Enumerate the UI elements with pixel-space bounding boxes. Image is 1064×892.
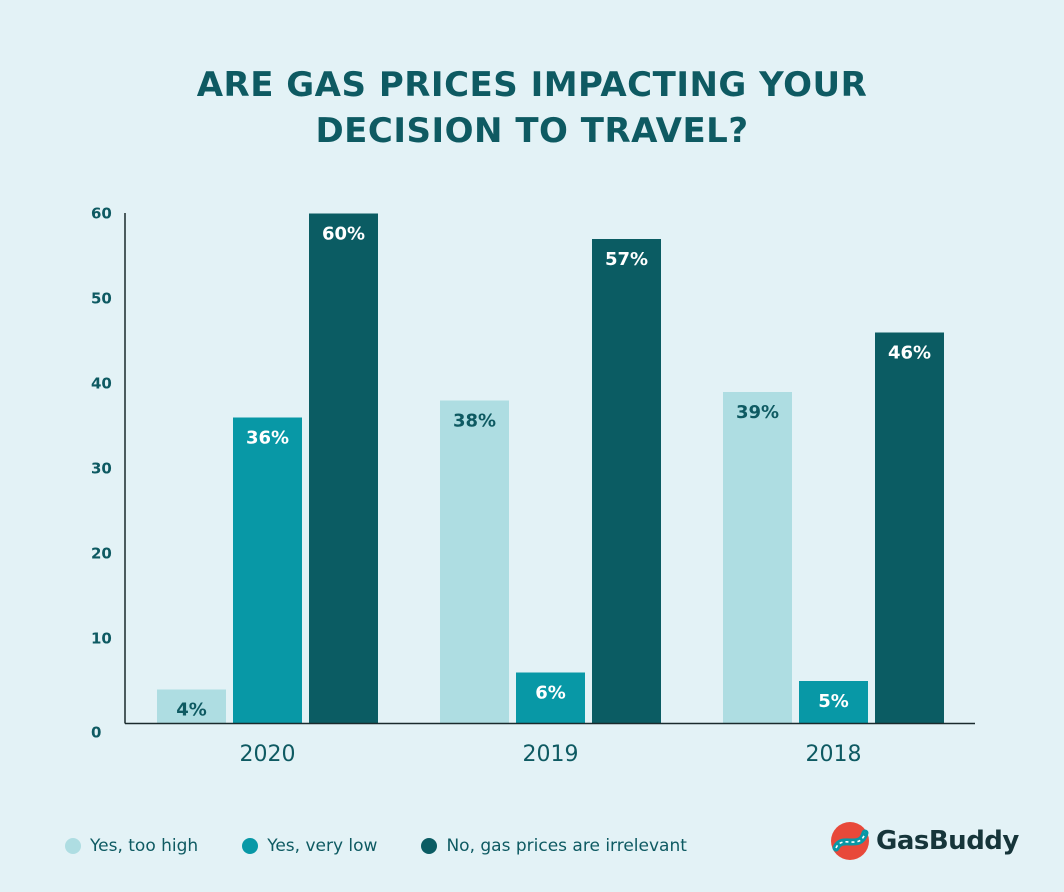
gasbuddy-logo: GasBuddy bbox=[830, 820, 1019, 862]
gasbuddy-road-icon bbox=[831, 822, 869, 860]
axes-group: 2020 2019 2018 0 10 20 30 40 50 60 bbox=[91, 205, 975, 767]
y-tick-label-40: 40 bbox=[91, 375, 112, 393]
x-tick-label-2019: 2019 bbox=[523, 742, 579, 767]
bar-2020-series-3 bbox=[309, 213, 378, 724]
bars-group: 4% 36% 60% 38% 6% 57% 39% 5% 46% bbox=[157, 213, 944, 724]
x-tick-label-2018: 2018 bbox=[806, 742, 862, 767]
data-label-2019-series-3: 57% bbox=[605, 249, 648, 270]
y-tick-label-10: 10 bbox=[91, 630, 112, 648]
legend-label-yes-very-low: Yes, very low bbox=[267, 836, 378, 856]
legend-swatch-yes-too-high bbox=[65, 838, 81, 854]
chart-title: ARE GAS PRICES IMPACTING YOUR DECISION T… bbox=[0, 62, 1064, 154]
legend-swatch-irrelevant bbox=[421, 838, 438, 854]
legend-label-yes-too-high: Yes, too high bbox=[90, 836, 199, 856]
legend-swatch-yes-very-low bbox=[242, 838, 259, 854]
data-label-2020-series-3: 60% bbox=[322, 224, 365, 245]
data-label-2019-series-2: 6% bbox=[535, 683, 566, 704]
data-label-2018-series-1: 39% bbox=[736, 402, 779, 423]
legend-label-irrelevant: No, gas prices are irrelevant bbox=[446, 836, 687, 856]
bar-2019-series-2 bbox=[516, 672, 585, 724]
legend-item-yes-too-high: Yes, too high bbox=[65, 836, 198, 856]
y-tick-label-0: 0 bbox=[91, 724, 101, 742]
bar-2018-series-2 bbox=[799, 681, 868, 724]
y-tick-label-60: 60 bbox=[91, 205, 112, 223]
chart-title-line-2: DECISION TO TRAVEL? bbox=[315, 111, 749, 151]
data-label-2018-series-3: 46% bbox=[888, 343, 931, 364]
bar-2020-series-2 bbox=[233, 417, 302, 724]
x-tick-label-2020: 2020 bbox=[240, 742, 296, 767]
legend: Yes, too high Yes, very low No, gas pric… bbox=[65, 834, 731, 858]
bar-2018-series-1 bbox=[723, 392, 792, 724]
bar-2019-series-1 bbox=[440, 400, 509, 724]
y-tick-label-30: 30 bbox=[91, 460, 112, 478]
brand-name: GasBuddy bbox=[876, 826, 1019, 856]
legend-item-irrelevant: No, gas prices are irrelevant bbox=[421, 836, 687, 856]
data-label-2018-series-2: 5% bbox=[818, 691, 849, 712]
y-tick-label-50: 50 bbox=[91, 290, 112, 308]
bar-2020-series-1 bbox=[157, 689, 226, 724]
legend-item-yes-very-low: Yes, very low bbox=[242, 836, 377, 856]
bar-2018-series-3 bbox=[875, 332, 944, 724]
bar-2019-series-3 bbox=[592, 239, 661, 724]
y-tick-label-20: 20 bbox=[91, 545, 112, 563]
data-label-2020-series-2: 36% bbox=[246, 428, 289, 449]
chart-title-line-1: ARE GAS PRICES IMPACTING YOUR bbox=[196, 65, 868, 105]
data-label-2019-series-1: 38% bbox=[453, 411, 496, 432]
data-label-2020-series-1: 4% bbox=[176, 700, 207, 721]
